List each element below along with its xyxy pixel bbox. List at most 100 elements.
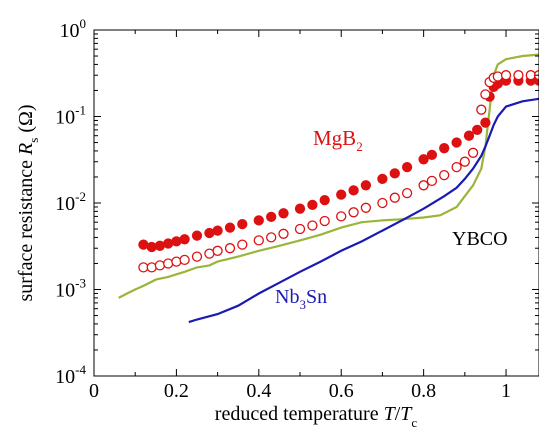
data-point-mgb2 (294, 203, 306, 214)
y-tick-label: 10-1 (55, 103, 86, 129)
series-label-nb3sn-sub: 3 (299, 297, 306, 312)
x-axis-label: reduced temperature T/Tc (215, 403, 418, 430)
y-axis-label-text: surface resistance (15, 155, 37, 302)
data-point-mgb2 (253, 215, 264, 226)
data-point-mgb2-open (163, 258, 174, 269)
data-point-mgb2 (237, 218, 248, 230)
series-layer (118, 53, 539, 324)
data-point-mgb2-open (418, 180, 429, 191)
y-axis-label-unit: (Ω) (15, 104, 37, 137)
x-tick-label: 0.4 (246, 380, 271, 402)
series-label-nb3sn-base: Nb (275, 286, 299, 308)
series-label-nb3sn-tail: Sn (306, 286, 327, 308)
y-tick-exponent: -2 (75, 189, 86, 204)
data-point-mgb2-open (146, 262, 157, 273)
data-point-mgb2 (146, 241, 157, 253)
data-point-mgb2 (426, 149, 438, 161)
data-point-mgb2-open (319, 215, 330, 227)
x-tick-label: 0.2 (164, 380, 189, 402)
data-point-mgb2-open (480, 89, 491, 100)
series-label-mgb2: MgB2 (313, 126, 363, 154)
data-point-mgb2 (224, 222, 236, 233)
data-point-mgb2 (463, 130, 475, 141)
data-point-mgb2-open (439, 169, 450, 181)
data-point-mgb2-open (336, 211, 347, 222)
data-point-mgb2-open (179, 254, 190, 266)
data-point-mgb2 (336, 189, 347, 200)
data-point-mgb2 (191, 230, 203, 241)
data-point-mgb2 (154, 240, 166, 251)
y-tick-base: 10 (55, 107, 75, 129)
y-tick-label: 100 (60, 16, 87, 42)
y-tick-exponent: -1 (75, 103, 86, 118)
data-point-mgb2-open (476, 104, 487, 115)
data-point-mgb2-open (253, 235, 264, 246)
series-label-mgb2-sub: 2 (356, 139, 363, 154)
y-tick-exponent: 0 (80, 16, 87, 31)
labels-layer: reduced temperature T/Tc surface resistan… (15, 104, 508, 430)
y-tick-label: 10-2 (55, 189, 86, 215)
data-point-mgb2 (480, 117, 491, 128)
y-tick-label: 10-4 (55, 362, 86, 388)
y-tick-base: 10 (55, 193, 75, 215)
data-point-mgb2 (171, 236, 182, 247)
series-label-mgb2-base: MgB (313, 126, 356, 150)
x-axis-label-sub: c (411, 415, 417, 430)
data-point-mgb2-open (191, 251, 203, 262)
data-point-mgb2-open (224, 243, 236, 254)
data-point-mgb2 (212, 225, 223, 236)
data-point-mgb2 (138, 239, 149, 250)
data-point-mgb2 (389, 168, 400, 179)
y-axis-label: surface resistance Rs (Ω) (15, 104, 41, 301)
data-point-mgb2-open (492, 71, 503, 82)
x-tick-label: 1 (501, 380, 511, 402)
data-point-mgb2-open (360, 202, 372, 213)
data-point-mgb2-open (278, 228, 289, 239)
data-point-mgb2-open (500, 70, 512, 81)
data-point-mgb2-open (348, 207, 359, 218)
y-axis-label-sub: s (26, 138, 41, 143)
data-point-mgb2-open (294, 223, 306, 235)
data-point-mgb2 (439, 143, 450, 154)
data-point-mgb2 (278, 208, 289, 219)
y-tick-label: 10-3 (55, 276, 86, 302)
data-point-mgb2 (472, 124, 483, 136)
series-label-nb3sn: Nb3Sn (275, 286, 327, 312)
data-point-mgb2-open (467, 147, 479, 158)
data-point-mgb2-open (377, 197, 388, 209)
data-point-mgb2 (163, 238, 174, 249)
series-label-ybco: YBCO (452, 228, 508, 250)
data-point-mgb2-open (451, 161, 462, 173)
x-axis-label-var: T (384, 403, 397, 425)
data-point-mgb2 (348, 185, 359, 196)
data-point-mgb2-open (389, 192, 400, 203)
y-tick-base: 10 (55, 366, 75, 388)
data-point-mgb2-open (459, 156, 470, 167)
data-point-mgb2-open (513, 70, 524, 81)
data-point-mgb2-open (401, 187, 413, 199)
data-point-mgb2-open (212, 245, 223, 256)
y-tick-base: 10 (55, 280, 75, 302)
y-tick-exponent: -4 (75, 362, 86, 377)
x-axis-label-text: reduced temperature (215, 403, 384, 425)
y-axis-label-var: R (15, 143, 37, 156)
data-point-mgb2-open (237, 239, 248, 250)
data-point-mgb2 (377, 173, 388, 185)
data-point-mgb2 (319, 194, 330, 206)
data-point-mgb2 (266, 211, 277, 223)
data-point-mgb2-open (266, 232, 277, 243)
data-point-mgb2-open (307, 220, 318, 231)
data-point-mgb2-open (426, 175, 438, 187)
y-tick-exponent: -3 (75, 276, 86, 291)
data-point-mgb2-open (171, 256, 182, 267)
data-point-mgb2 (360, 180, 372, 191)
x-axis-label-slash: / (395, 403, 401, 425)
data-point-mgb2 (418, 154, 429, 165)
data-point-mgb2 (179, 234, 190, 245)
y-tick-base: 10 (60, 20, 80, 42)
data-point-mgb2 (451, 137, 462, 148)
series-line-nb3sn (188, 97, 539, 324)
x-tick-label: 0.8 (411, 380, 436, 402)
